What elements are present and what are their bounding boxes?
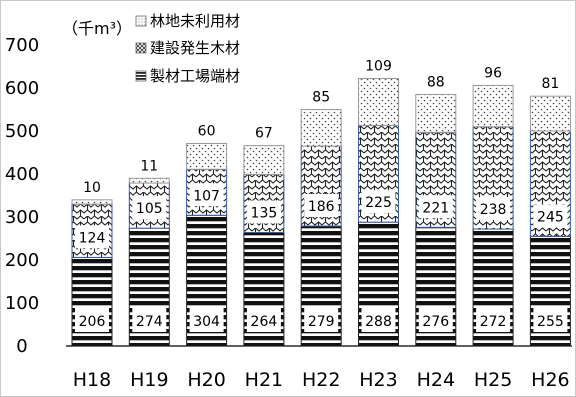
value-label-sawmill-residue: 272 bbox=[480, 314, 507, 330]
value-label-sawmill-residue: 304 bbox=[193, 314, 220, 330]
legend: 林地未利用材 建設発生木材 製材工場端材 bbox=[130, 6, 288, 90]
value-label-construction-wood: 107 bbox=[193, 188, 220, 204]
value-label-unused-forest-wood: 11 bbox=[140, 158, 158, 174]
value-label-box bbox=[418, 195, 453, 219]
bar-segment-unused-forest-wood bbox=[472, 84, 514, 128]
value-label-box bbox=[75, 225, 109, 249]
value-label-unused-forest-wood: 67 bbox=[255, 126, 273, 142]
x-tick-label: H25 bbox=[474, 369, 512, 391]
x-tick-label: H22 bbox=[302, 369, 340, 391]
value-label-construction-wood: 135 bbox=[251, 205, 278, 221]
value-label-box bbox=[361, 308, 396, 332]
y-tick-label: 300 bbox=[5, 207, 39, 228]
value-label-unused-forest-wood: 81 bbox=[541, 76, 559, 92]
legend-swatch-stripes bbox=[135, 70, 147, 82]
bar-segment-unused-forest-wood bbox=[300, 109, 342, 147]
bar-segment-sawmill-residue bbox=[71, 256, 113, 347]
y-tick-label: 700 bbox=[5, 35, 39, 56]
y-tick-label: 0 bbox=[16, 336, 27, 357]
value-label-box bbox=[304, 194, 339, 218]
value-label-sawmill-residue: 206 bbox=[79, 314, 106, 330]
value-label-construction-wood: 225 bbox=[365, 195, 392, 211]
value-label-construction-wood: 124 bbox=[79, 230, 106, 246]
value-label-box bbox=[418, 308, 453, 332]
bar-segment-unused-forest-wood bbox=[415, 93, 457, 133]
value-label-unused-forest-wood: 109 bbox=[365, 59, 392, 75]
value-label-construction-wood: 221 bbox=[422, 200, 449, 216]
value-label-box bbox=[189, 183, 224, 207]
value-label-sawmill-residue: 288 bbox=[365, 314, 392, 330]
value-label-box bbox=[361, 190, 396, 214]
y-tick-label: 200 bbox=[5, 250, 39, 271]
value-label-sawmill-residue: 264 bbox=[251, 314, 278, 330]
value-label-box bbox=[246, 200, 281, 224]
x-tick-label: H21 bbox=[245, 369, 283, 391]
bar-segment-unused-forest-wood bbox=[529, 95, 571, 132]
legend-background bbox=[130, 6, 288, 90]
bar-segment-unused-forest-wood bbox=[243, 145, 285, 175]
value-label-box bbox=[476, 197, 511, 221]
value-label-construction-wood: 105 bbox=[136, 201, 163, 217]
plot-area: 206 124 10 274 105 11 304 107 60 264 135 67 279 186 85… bbox=[66, 59, 572, 347]
value-label-unused-forest-wood: 85 bbox=[312, 90, 330, 106]
value-label-sawmill-residue: 276 bbox=[422, 314, 449, 330]
value-label-box bbox=[132, 308, 167, 332]
value-label-construction-wood: 245 bbox=[537, 209, 564, 225]
legend-label-construction-wood: 建設発生木材 bbox=[150, 39, 240, 57]
legend-label-sawmill-residue: 製材工場端材 bbox=[150, 67, 240, 85]
bar-segment-unused-forest-wood bbox=[358, 78, 399, 126]
unit-label: （千m³） bbox=[62, 19, 132, 38]
value-label-box bbox=[304, 308, 339, 332]
value-label-box bbox=[476, 308, 511, 332]
legend-label-unused-forest-wood: 林地未利用材 bbox=[150, 12, 240, 30]
y-tick-label: 100 bbox=[5, 293, 39, 314]
value-label-box bbox=[132, 196, 167, 220]
value-label-box bbox=[189, 308, 224, 332]
legend-swatch-dots bbox=[135, 15, 147, 27]
value-label-unused-forest-wood: 88 bbox=[427, 74, 445, 90]
bar-segment-unused-forest-wood bbox=[128, 177, 170, 184]
x-tick-label: H20 bbox=[187, 369, 225, 391]
y-tick-label: 500 bbox=[5, 121, 39, 142]
x-tick-label: H19 bbox=[130, 369, 168, 391]
bar-segment-unused-forest-wood bbox=[186, 142, 228, 170]
value-label-sawmill-residue: 255 bbox=[537, 314, 564, 330]
value-label-unused-forest-wood: 60 bbox=[198, 123, 216, 139]
x-axis-ticks: H18 H19 H20 H21 H22 H23 H24 H25 H26 bbox=[73, 369, 570, 391]
x-tick-label: H24 bbox=[417, 369, 455, 391]
value-label-sawmill-residue: 279 bbox=[308, 314, 335, 330]
value-label-construction-wood: 238 bbox=[480, 202, 507, 218]
value-label-unused-forest-wood: 10 bbox=[83, 180, 101, 196]
y-axis-ticks: 0 100 200 300 400 500 600 700 bbox=[5, 35, 39, 357]
legend-swatch-check bbox=[135, 42, 147, 54]
value-label-construction-wood: 186 bbox=[308, 199, 335, 215]
x-tick-label: H26 bbox=[531, 369, 569, 391]
value-label-box bbox=[533, 308, 568, 332]
value-label-sawmill-residue: 274 bbox=[136, 314, 163, 330]
y-tick-label: 600 bbox=[5, 78, 39, 99]
bar-segment-unused-forest-wood bbox=[71, 199, 113, 205]
x-tick-label: H23 bbox=[359, 369, 397, 391]
x-tick-label: H18 bbox=[73, 369, 111, 391]
y-tick-label: 400 bbox=[5, 164, 39, 185]
value-label-unused-forest-wood: 96 bbox=[484, 65, 502, 81]
value-label-box bbox=[533, 204, 568, 228]
value-label-box bbox=[246, 308, 281, 332]
value-label-box bbox=[75, 308, 109, 332]
